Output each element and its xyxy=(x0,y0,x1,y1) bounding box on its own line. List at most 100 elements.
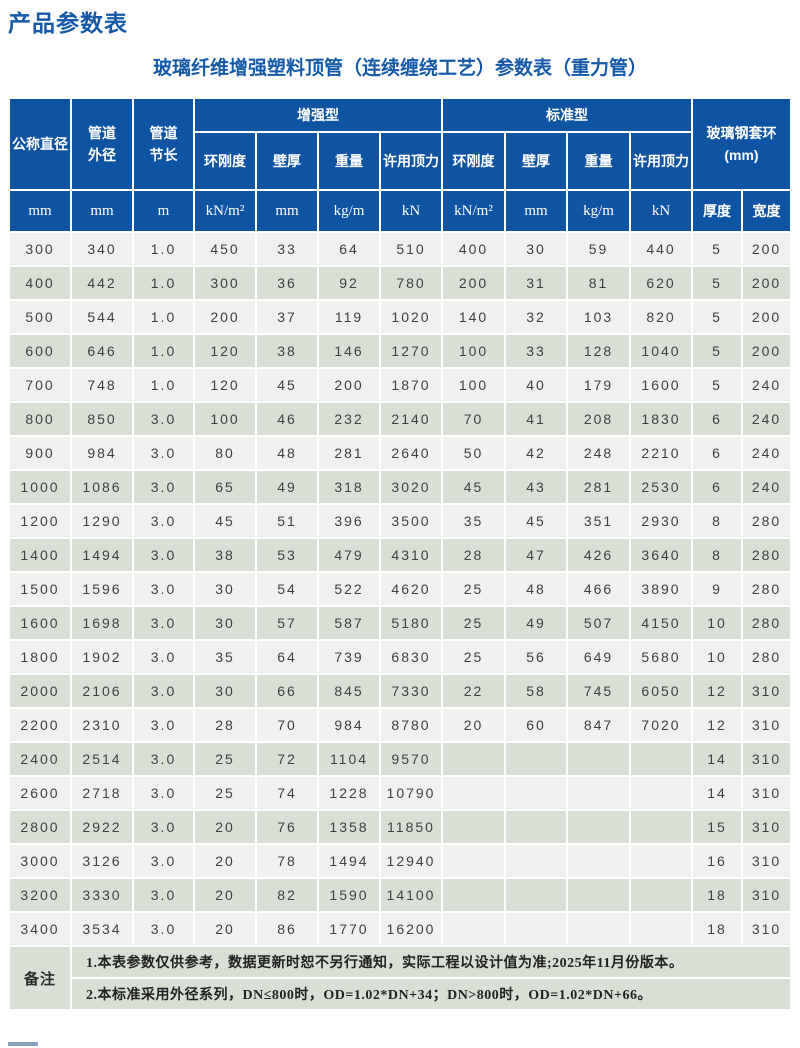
table-cell: 3330 xyxy=(72,879,132,911)
table-cell: 100 xyxy=(443,335,504,367)
table-cell: 37 xyxy=(257,301,317,333)
table-cell: 3534 xyxy=(72,913,132,945)
table-row: 3000 3126 3.0 20 78 1494 12940 16 310 xyxy=(10,845,790,877)
table-cell: 31 xyxy=(506,267,566,299)
table-cell: 2718 xyxy=(72,777,132,809)
table-row: 1500 1596 3.0 30 54 522 4620 25 48 466 3… xyxy=(10,573,790,605)
table-cell: 22 xyxy=(443,675,504,707)
unit-nominal-diameter: mm xyxy=(10,191,70,231)
table-cell: 1228 xyxy=(319,777,379,809)
table-cell: 119 xyxy=(319,301,379,333)
table-cell: 4150 xyxy=(631,607,691,639)
table-row: 3200 3330 3.0 20 82 1590 14100 18 310 xyxy=(10,879,790,911)
table-cell: 2640 xyxy=(381,437,441,469)
note-item: 2.本标准采用外径系列，DN≤800时，OD=1.02*DN+34；DN>800… xyxy=(72,979,790,1009)
table-cell: 2140 xyxy=(381,403,441,435)
table-cell: 18 xyxy=(693,879,741,911)
table-cell: 3.0 xyxy=(134,505,193,537)
table-cell: 140 xyxy=(443,301,504,333)
table-cell xyxy=(443,879,504,911)
table-cell: 59 xyxy=(568,233,629,265)
table-row: 300 340 1.0 450 33 64 510 400 30 59 440 … xyxy=(10,233,790,265)
table-cell: 310 xyxy=(743,743,790,775)
table-cell: 14100 xyxy=(381,879,441,911)
table-cell: 1800 xyxy=(10,641,70,673)
table-cell: 20 xyxy=(195,913,255,945)
table-cell: 3.0 xyxy=(134,709,193,741)
header-group-reinforced: 增强型 xyxy=(195,99,441,131)
table-cell: 200 xyxy=(743,335,790,367)
table-cell: 8 xyxy=(693,505,741,537)
table-cell: 11850 xyxy=(381,811,441,843)
table-cell xyxy=(443,913,504,945)
table-cell: 2200 xyxy=(10,709,70,741)
table-cell xyxy=(443,811,504,843)
table-cell: 30 xyxy=(506,233,566,265)
table-cell: 49 xyxy=(257,471,317,503)
table-cell: 92 xyxy=(319,267,379,299)
table-cell: 281 xyxy=(568,471,629,503)
table-cell xyxy=(568,845,629,877)
table-cell xyxy=(506,777,566,809)
header-wall-thickness-reinforced: 壁厚 xyxy=(257,133,317,189)
table-cell: 7020 xyxy=(631,709,691,741)
table-cell: 3.0 xyxy=(134,607,193,639)
table-cell: 240 xyxy=(743,403,790,435)
table-cell: 300 xyxy=(195,267,255,299)
table-row: 600 646 1.0 120 38 146 1270 100 33 128 1… xyxy=(10,335,790,367)
table-row: 2000 2106 3.0 30 66 845 7330 22 58 745 6… xyxy=(10,675,790,707)
table-cell: 396 xyxy=(319,505,379,537)
table-cell: 3.0 xyxy=(134,471,193,503)
table-cell: 1494 xyxy=(72,539,132,571)
header-outer-diameter: 管道 外径 xyxy=(72,99,132,189)
unit-weight-reinforced: kg/m xyxy=(319,191,379,231)
table-cell: 1290 xyxy=(72,505,132,537)
table-cell xyxy=(568,811,629,843)
table-cell: 1104 xyxy=(319,743,379,775)
table-cell: 248 xyxy=(568,437,629,469)
table-cell: 400 xyxy=(10,267,70,299)
table-cell: 510 xyxy=(381,233,441,265)
table-row: 1400 1494 3.0 38 53 479 4310 28 47 426 3… xyxy=(10,539,790,571)
table-cell: 15 xyxy=(693,811,741,843)
table-cell: 600 xyxy=(10,335,70,367)
table-cell: 280 xyxy=(743,539,790,571)
table-row: 2400 2514 3.0 25 72 1104 9570 14 310 xyxy=(10,743,790,775)
table-cell: 3020 xyxy=(381,471,441,503)
table-cell xyxy=(631,913,691,945)
table-cell: 1.0 xyxy=(134,233,193,265)
table-cell: 1590 xyxy=(319,879,379,911)
table-cell xyxy=(631,811,691,843)
table-cell: 310 xyxy=(743,675,790,707)
table-row: 2600 2718 3.0 25 74 1228 10790 14 310 xyxy=(10,777,790,809)
table-cell: 1698 xyxy=(72,607,132,639)
table-cell: 38 xyxy=(195,539,255,571)
table-cell: 820 xyxy=(631,301,691,333)
table-cell: 103 xyxy=(568,301,629,333)
table-cell: 41 xyxy=(506,403,566,435)
table-cell: 440 xyxy=(631,233,691,265)
table-cell: 12 xyxy=(693,675,741,707)
table-cell: 40 xyxy=(506,369,566,401)
unit-sleeve-thickness: 厚度 xyxy=(693,191,741,231)
table-cell: 2310 xyxy=(72,709,132,741)
table-cell: 1500 xyxy=(10,573,70,605)
table-cell: 25 xyxy=(195,777,255,809)
table-body: 300 340 1.0 450 33 64 510 400 30 59 440 … xyxy=(10,233,790,945)
table-cell: 2000 xyxy=(10,675,70,707)
table-cell: 310 xyxy=(743,777,790,809)
table-cell xyxy=(506,743,566,775)
table-cell: 4310 xyxy=(381,539,441,571)
table-cell: 5180 xyxy=(381,607,441,639)
table-cell: 33 xyxy=(506,335,566,367)
table-cell: 8 xyxy=(693,539,741,571)
table-cell: 208 xyxy=(568,403,629,435)
table-cell: 18 xyxy=(693,913,741,945)
header-jacking-force-standard: 许用顶力 xyxy=(631,133,691,189)
table-row: 1000 1086 3.0 65 49 318 3020 45 43 281 2… xyxy=(10,471,790,503)
table-row: 1600 1698 3.0 30 57 587 5180 25 49 507 4… xyxy=(10,607,790,639)
table-cell: 81 xyxy=(568,267,629,299)
table-cell: 4620 xyxy=(381,573,441,605)
table-row: 500 544 1.0 200 37 119 1020 140 32 103 8… xyxy=(10,301,790,333)
table-cell: 2514 xyxy=(72,743,132,775)
